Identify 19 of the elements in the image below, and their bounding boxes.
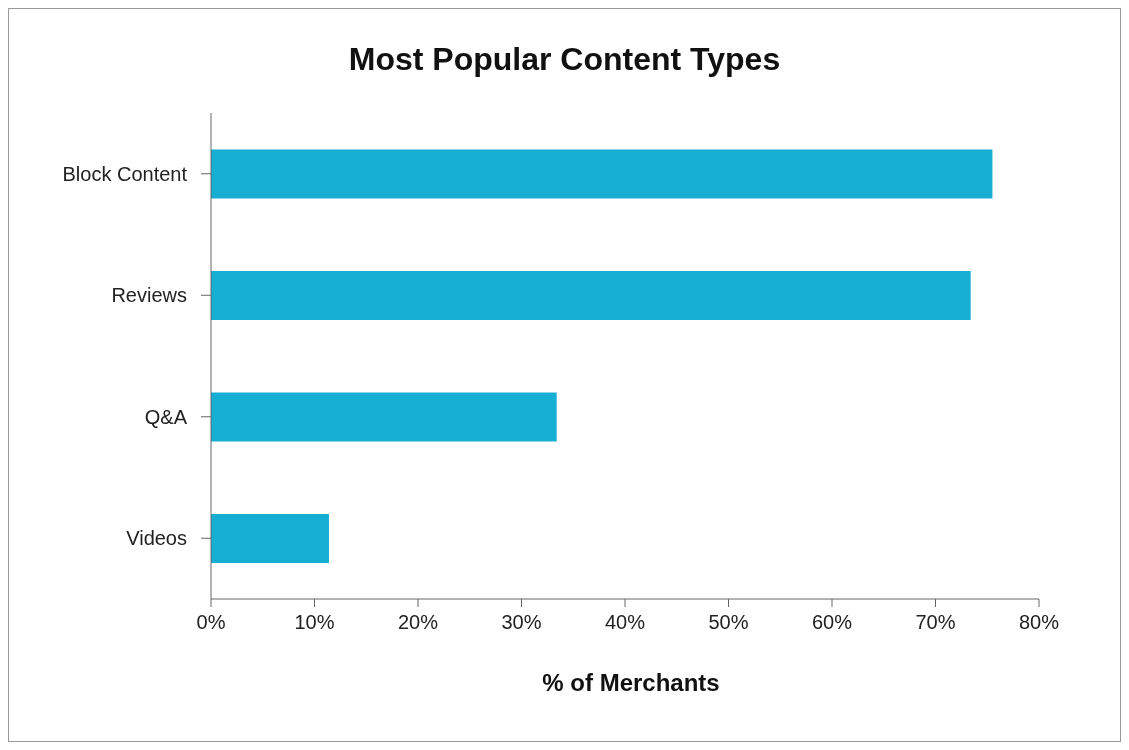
x-tick-label: 80%	[1018, 611, 1060, 634]
x-tick-label: 70%	[915, 611, 956, 634]
bar	[211, 513, 329, 563]
x-tick-label: 10%	[294, 611, 335, 634]
chart-title: Most Popular Content Types	[347, 39, 782, 79]
x-tick-label: 30%	[501, 611, 542, 634]
y-tick-label: Q&A	[144, 405, 188, 428]
y-tick-label: Block Content	[62, 162, 188, 185]
x-tick-label: 60%	[811, 611, 853, 634]
y-tick-label: Videos	[126, 527, 187, 550]
bar	[211, 149, 993, 199]
x-tick-label: 20%	[397, 611, 439, 634]
x-tick-label: 50%	[708, 611, 749, 634]
bar	[211, 270, 971, 320]
bar	[211, 392, 557, 442]
y-tick-label: Reviews	[111, 284, 187, 307]
x-tick-label: 0%	[196, 611, 226, 634]
x-tick-label: 40%	[604, 611, 646, 634]
x-axis-title: % of Merchants	[541, 669, 721, 697]
